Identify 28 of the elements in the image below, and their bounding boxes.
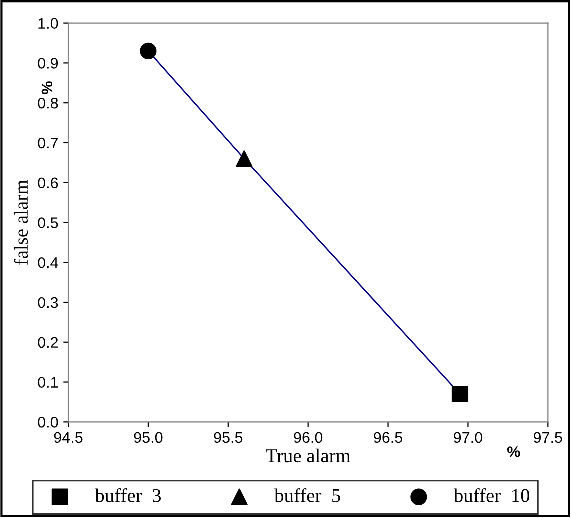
y-tick-label: 0.1 [38, 377, 58, 388]
text: % [507, 446, 520, 458]
x-axis-title: True alarm [266, 448, 351, 463]
y-tick-label: 0.5 [38, 218, 58, 228]
x-tick-label: 95.0 [134, 432, 163, 444]
y-tick-label: 0.8 [38, 98, 58, 109]
y-tick-label: 0.9 [38, 58, 58, 69]
point [452, 386, 469, 403]
y-tick-label: 0.7 [38, 138, 58, 149]
y-tick-label: 0.4 [38, 257, 58, 268]
y-tick-label: 1.0 [38, 18, 58, 29]
y-tick-label: 0.6 [38, 178, 58, 189]
point [140, 42, 157, 60]
x-tick-label: 96.5 [374, 432, 403, 444]
y-axis-title: false alarm [14, 180, 28, 266]
x-tick-label: 97.0 [454, 432, 482, 444]
point [236, 150, 253, 168]
x-tick-label: 94.5 [54, 432, 83, 444]
legend-label: buffer 5 [274, 488, 340, 502]
y-tick-label: 0.2 [38, 337, 58, 348]
legend-label: buffer 3 [95, 488, 162, 502]
y-tick-label: 0.0 [38, 417, 58, 428]
text: % [42, 82, 53, 94]
x-tick-label: 96.0 [294, 432, 323, 444]
x-tick-label: 95.5 [214, 432, 243, 444]
legend-label: buffer 10 [454, 488, 530, 502]
x-tick-label: 97.5 [534, 432, 562, 444]
y-tick-label: 0.3 [38, 297, 58, 308]
